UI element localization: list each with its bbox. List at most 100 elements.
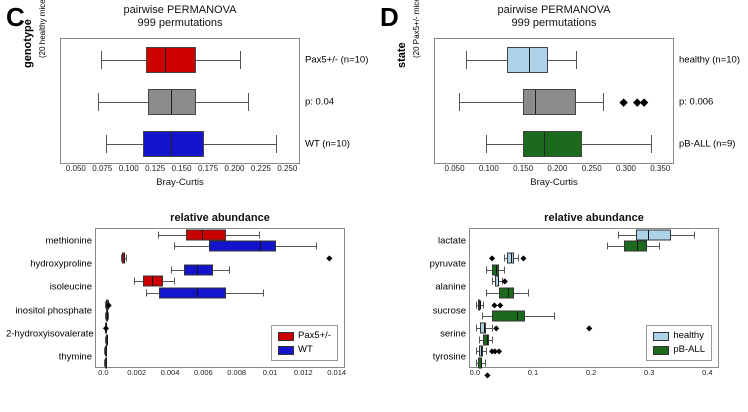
mini-outlier-C-inositol phosphate: ◆: [106, 300, 112, 309]
box-C-0[interactable]: [146, 47, 197, 73]
mini-series-D-pyruvate-1[interactable]: [470, 264, 718, 276]
boxplot-row-C-2[interactable]: WT (n=10): [61, 123, 299, 165]
mini-series-C-isoleucine-0[interactable]: [96, 276, 344, 288]
y-axis-title-C: genotype: [22, 19, 34, 68]
boxplot-row-D-0[interactable]: healthy (n=10): [435, 39, 673, 81]
mini-x-tick-C: 0.004: [161, 368, 180, 377]
mini-series-C-hydroxyproline-1[interactable]: [96, 264, 344, 276]
row-label-C-inositol phosphate: inositol phosphate: [6, 305, 92, 316]
panel-C: C pairwise PERMANOVA 999 permutations ge…: [0, 0, 374, 412]
x-axis-label-D: Bray-Curtis: [434, 177, 674, 188]
outlier-marker-D: ◆: [640, 96, 648, 109]
mini-x-tick-D: 0.4: [702, 368, 712, 377]
x-axis-tick-D: 0.050: [445, 164, 465, 173]
mini-series-D-pyruvate-0[interactable]: ◆ ◆: [470, 252, 718, 264]
row-label-C-methionine: methionine: [6, 235, 92, 246]
relative-abundance-chart-D[interactable]: relative abundance lactate: [469, 228, 719, 396]
permanova-boxplot-D[interactable]: pairwise PERMANOVA 999 permutations stat…: [434, 38, 674, 198]
outlier-marker-D: ◆: [619, 96, 627, 109]
mini-series-D-alanine-1[interactable]: [470, 287, 718, 299]
mini-outlier-D-alanine: ◆: [502, 277, 508, 286]
box-C-2[interactable]: [143, 131, 203, 157]
x-axis-tick-C: 0.075: [92, 164, 112, 173]
mini-boxplot-row-D-lactate[interactable]: lactate: [470, 229, 718, 252]
row-label-C-isoleucine: isoleucine: [6, 282, 92, 293]
mini-series-D-lactate-1[interactable]: [470, 241, 718, 253]
mini-boxplot-row-D-sucrose[interactable]: sucrose ◆ ◆: [470, 299, 718, 322]
row-label-D-pyruvate: pyruvate: [380, 258, 466, 269]
bottom-chart-title-C: relative abundance: [95, 212, 345, 224]
x-axis-tick-D: 0.200: [547, 164, 567, 173]
mini-boxplot-row-C-inositol phosphate[interactable]: inositol phosphate ◆: [96, 299, 344, 322]
mini-x-tick-D: 0.1: [528, 368, 538, 377]
legend-item-D-pB-ALL[interactable]: pB-ALL: [653, 343, 705, 357]
mini-boxplot-row-C-isoleucine[interactable]: isoleucine: [96, 276, 344, 299]
mini-series-C-methionine-1[interactable]: ◆: [96, 241, 344, 253]
mini-series-C-inositol phosphate-1[interactable]: [96, 311, 344, 323]
mini-outlier-C-2-hydroxyisovalerate: ◆: [103, 324, 109, 333]
legend-item-C-WT[interactable]: WT: [278, 343, 331, 357]
boxplot-row-C-1[interactable]: p: 0.04: [61, 81, 299, 123]
mini-x-tick-C: 0.014: [327, 368, 346, 377]
mini-boxplot-row-C-hydroxyproline[interactable]: hydroxyproline: [96, 252, 344, 275]
row-label-D-alanine: alanine: [380, 282, 466, 293]
legend-item-D-healthy[interactable]: healthy: [653, 329, 705, 343]
y-axis-subtitle-D: (20 Pax5+/- mice): [412, 0, 421, 58]
box-D-1[interactable]: [523, 89, 576, 115]
mini-x-tick-C: 0.01: [263, 368, 278, 377]
x-axis-tick-C: 0.050: [66, 164, 86, 173]
row-label-C-0: Pax5+/- (n=10): [305, 55, 368, 66]
x-axis-tick-D: 0.150: [513, 164, 533, 173]
row-label-C-hydroxyproline: hydroxyproline: [6, 258, 92, 269]
x-axis-tick-C: 0.175: [198, 164, 218, 173]
mini-outlier-D-pyruvate: ◆: [489, 254, 495, 263]
x-axis-tick-C: 0.100: [119, 164, 139, 173]
y-axis-title-D: state: [396, 42, 408, 68]
boxplot-row-C-0[interactable]: Pax5+/- (n=10): [61, 39, 299, 81]
x-axis-tick-C: 0.150: [172, 164, 192, 173]
relative-abundance-chart-C[interactable]: relative abundance methionine: [95, 228, 345, 396]
box-D-2[interactable]: [523, 131, 583, 157]
row-label-D-2: pB-ALL (n=9): [679, 139, 735, 150]
mini-outlier-D-sucrose: ◆: [497, 300, 503, 309]
mini-boxplot-row-D-pyruvate[interactable]: pyruvate ◆ ◆: [470, 252, 718, 275]
mini-series-C-methionine-0[interactable]: [96, 229, 344, 241]
mini-boxplot-row-C-methionine[interactable]: methionine: [96, 229, 344, 252]
x-axis-tick-D: 0.250: [582, 164, 602, 173]
row-label-C-2: WT (n=10): [305, 139, 350, 150]
legend-box-C[interactable]: Pax5+/- WT: [271, 325, 338, 361]
y-axis-subtitle-C: (20 healthy mice): [38, 0, 47, 58]
mini-x-tick-D: 0.0: [470, 368, 480, 377]
legend-box-D[interactable]: healthy pB-ALL: [646, 325, 712, 361]
boxplot-row-D-1[interactable]: ◆ ◆ ◆ p: 0.006: [435, 81, 673, 123]
x-axis-tick-D: 0.100: [479, 164, 499, 173]
box-C-1[interactable]: [148, 89, 197, 115]
mini-boxplot-row-D-alanine[interactable]: alanine ◆: [470, 276, 718, 299]
mini-series-D-sucrose-1[interactable]: ◆: [470, 311, 718, 323]
mini-series-C-hydroxyproline-0[interactable]: [96, 252, 344, 264]
x-axis-tick-C: 0.200: [224, 164, 244, 173]
mini-outlier-D-pyruvate: ◆: [520, 254, 526, 263]
chart-title-C: pairwise PERMANOVA 999 permutations: [60, 4, 300, 30]
row-label-C-2-hydroxyisovalerate: 2-hydroxyisovalerate: [6, 328, 92, 339]
row-label-D-sucrose: sucrose: [380, 305, 466, 316]
chart-title-D: pairwise PERMANOVA 999 permutations: [434, 4, 674, 30]
mini-series-D-lactate-0[interactable]: [470, 229, 718, 241]
row-label-C-1: p: 0.04: [305, 97, 334, 108]
x-axis-tick-D: 0.350: [650, 164, 670, 173]
mini-series-C-inositol phosphate-0[interactable]: ◆: [96, 299, 344, 311]
mini-x-tick-C: 0.008: [227, 368, 246, 377]
row-label-D-tyrosine: tyrosine: [380, 352, 466, 363]
x-axis-tick-C: 0.125: [145, 164, 165, 173]
mini-outlier-D-tyrosine: ◆: [492, 347, 498, 356]
panel-D: D pairwise PERMANOVA 999 permutations st…: [374, 0, 748, 412]
legend-item-C-Pax5+/-[interactable]: Pax5+/-: [278, 329, 331, 343]
boxplot-row-D-2[interactable]: pB-ALL (n=9): [435, 123, 673, 165]
x-axis-label-C: Bray-Curtis: [60, 177, 300, 188]
box-D-0[interactable]: [507, 47, 548, 73]
bottom-chart-title-D: relative abundance: [469, 212, 719, 224]
mini-series-D-sucrose-0[interactable]: ◆ ◆: [470, 299, 718, 311]
permanova-boxplot-C[interactable]: pairwise PERMANOVA 999 permutations geno…: [60, 38, 300, 198]
mini-series-C-isoleucine-1[interactable]: [96, 287, 344, 299]
mini-series-D-alanine-0[interactable]: ◆: [470, 276, 718, 288]
